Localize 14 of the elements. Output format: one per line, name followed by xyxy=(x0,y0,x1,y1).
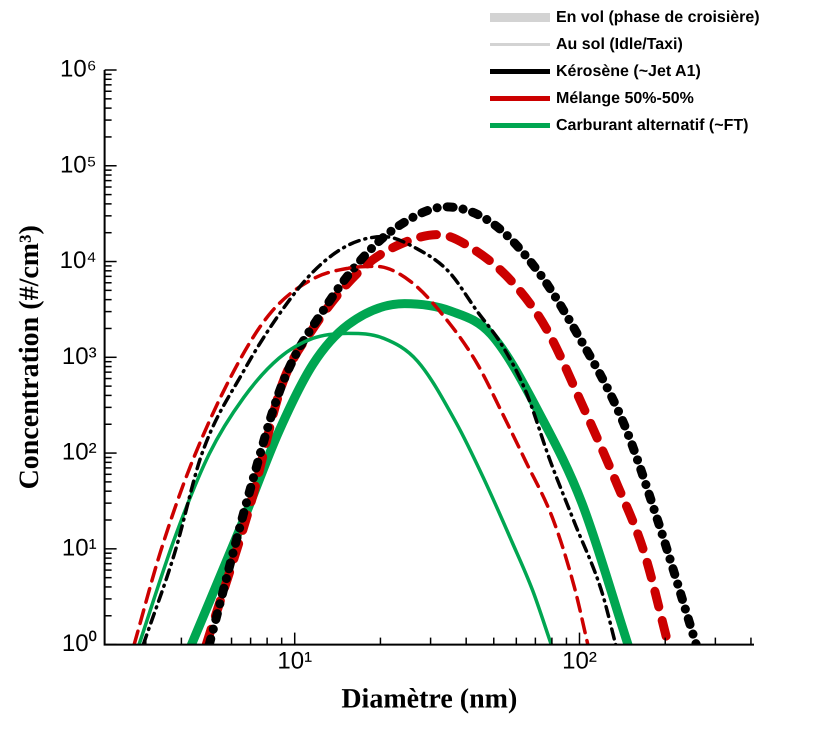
y-tick-label: 10³ xyxy=(62,342,97,370)
legend-label: Carburant alternatif (~FT) xyxy=(556,116,748,134)
legend-label: Kérosène (~Jet A1) xyxy=(556,62,701,80)
y-tick-label: 10¹ xyxy=(62,534,97,562)
y-tick-label: 10⁴ xyxy=(60,247,97,274)
legend-label: En vol (phase de croisière) xyxy=(556,8,760,26)
y-tick-label: 10⁰ xyxy=(62,630,97,658)
legend-label: Au sol (Idle/Taxi) xyxy=(556,36,683,54)
y-tick-label: 10⁶ xyxy=(60,56,97,83)
y-tick-label: 10⁵ xyxy=(60,151,97,178)
y-axis-title: Concentration (#/cm³) xyxy=(14,225,46,490)
legend-label: Mélange 50%-50% xyxy=(556,90,694,108)
x-axis-title: Diamètre (nm) xyxy=(341,683,518,714)
y-tick-label: 10² xyxy=(62,438,97,466)
